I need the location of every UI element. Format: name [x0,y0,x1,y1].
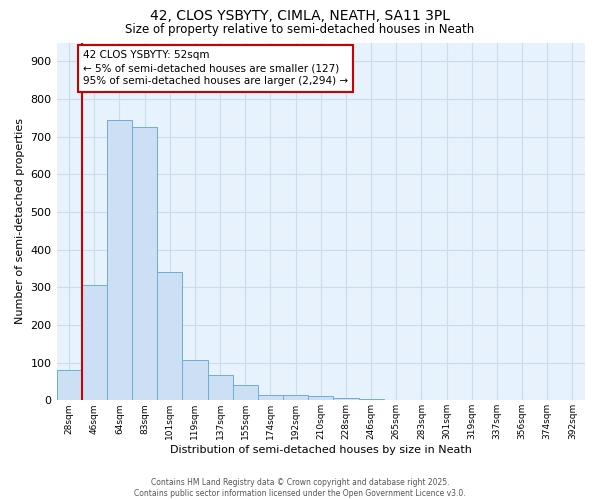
Bar [334,398,359,400]
Bar [182,360,208,401]
Bar [208,374,233,400]
Bar [233,385,258,400]
Bar [283,396,308,400]
Bar [308,396,334,400]
Bar [56,370,82,400]
Bar [258,394,283,400]
Text: Contains HM Land Registry data © Crown copyright and database right 2025.
Contai: Contains HM Land Registry data © Crown c… [134,478,466,498]
Bar [132,127,157,400]
Y-axis label: Number of semi-detached properties: Number of semi-detached properties [15,118,25,324]
Text: Size of property relative to semi-detached houses in Neath: Size of property relative to semi-detach… [125,22,475,36]
Bar [107,120,132,400]
X-axis label: Distribution of semi-detached houses by size in Neath: Distribution of semi-detached houses by … [170,445,472,455]
Bar [82,284,107,401]
Bar [359,399,383,400]
Text: 42 CLOS YSBYTY: 52sqm
← 5% of semi-detached houses are smaller (127)
95% of semi: 42 CLOS YSBYTY: 52sqm ← 5% of semi-detac… [83,50,348,86]
Text: 42, CLOS YSBYTY, CIMLA, NEATH, SA11 3PL: 42, CLOS YSBYTY, CIMLA, NEATH, SA11 3PL [150,9,450,23]
Bar [157,272,182,400]
